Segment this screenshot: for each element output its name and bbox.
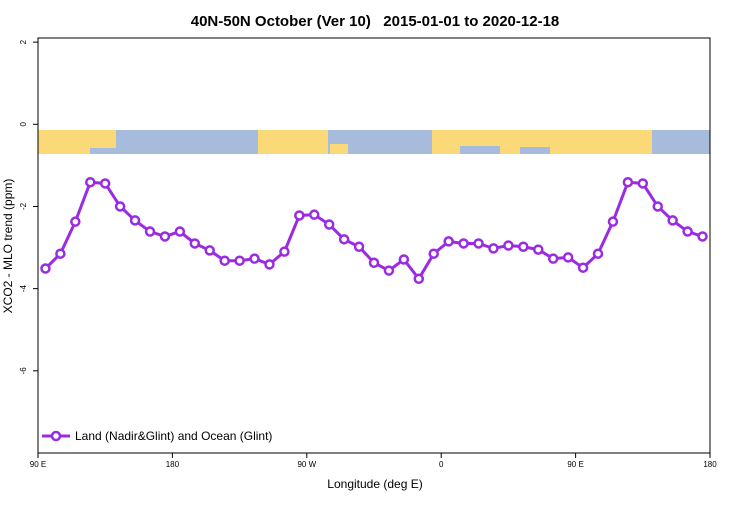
- point: [144, 226, 156, 237]
- point: [70, 216, 81, 227]
- plot-frame: [37, 37, 711, 454]
- point: [667, 215, 678, 226]
- point: [458, 238, 469, 249]
- point: [264, 259, 275, 270]
- x-tick-label: 90 E: [30, 460, 46, 469]
- legend-marker: [50, 430, 62, 442]
- x-tick-label: 90 E: [567, 460, 583, 469]
- y-tick-label: -2: [19, 202, 28, 210]
- y-tick-label: -6: [19, 367, 28, 375]
- point: [189, 238, 201, 249]
- point: [503, 240, 514, 251]
- point: [249, 253, 260, 264]
- y-tick-label: 2: [19, 39, 28, 44]
- point: [279, 246, 290, 257]
- chart-title: 40N-50N October (Ver 10) 2015-01-01 to 2…: [191, 13, 560, 30]
- point: [40, 263, 51, 274]
- point: [547, 253, 559, 264]
- point: [592, 248, 604, 259]
- point: [413, 273, 425, 285]
- point: [637, 178, 649, 189]
- point: [294, 210, 305, 221]
- point: [309, 209, 320, 220]
- point: [85, 176, 96, 188]
- x-axis-label: Longitude (deg E): [327, 477, 422, 491]
- point: [129, 215, 141, 226]
- point: [473, 238, 484, 249]
- point: [204, 245, 215, 256]
- x-tick-label: 0: [439, 460, 444, 469]
- point: [55, 248, 66, 259]
- point: [682, 226, 693, 237]
- point: [338, 234, 350, 245]
- y-tick-label: -4: [19, 285, 28, 293]
- point: [114, 201, 126, 212]
- legend-label: Land (Nadir&Glint) and Ocean (Glint): [75, 429, 272, 443]
- point: [652, 201, 663, 212]
- point: [488, 243, 499, 254]
- x-tick-label: 90 W: [297, 460, 316, 469]
- point: [159, 231, 171, 242]
- map-strip: [38, 130, 710, 154]
- point: [443, 236, 454, 247]
- point: [398, 254, 410, 265]
- point: [577, 262, 589, 273]
- point: [697, 231, 708, 242]
- point: [562, 252, 574, 263]
- point: [323, 219, 335, 230]
- point: [428, 248, 439, 259]
- point: [234, 255, 245, 266]
- point: [368, 257, 380, 269]
- x-tick-label: 180: [166, 460, 180, 469]
- point: [383, 265, 395, 276]
- y-axis-label: XCO2 - MLO trend (ppm): [1, 179, 15, 314]
- point: [219, 255, 230, 266]
- y-tick-label: 0: [19, 122, 28, 127]
- point: [607, 216, 619, 227]
- point: [533, 244, 544, 255]
- point: [174, 226, 186, 237]
- x-tick-label: 180: [703, 460, 717, 469]
- point: [622, 176, 634, 188]
- point: [353, 241, 365, 252]
- point: [99, 178, 111, 189]
- point: [518, 241, 529, 252]
